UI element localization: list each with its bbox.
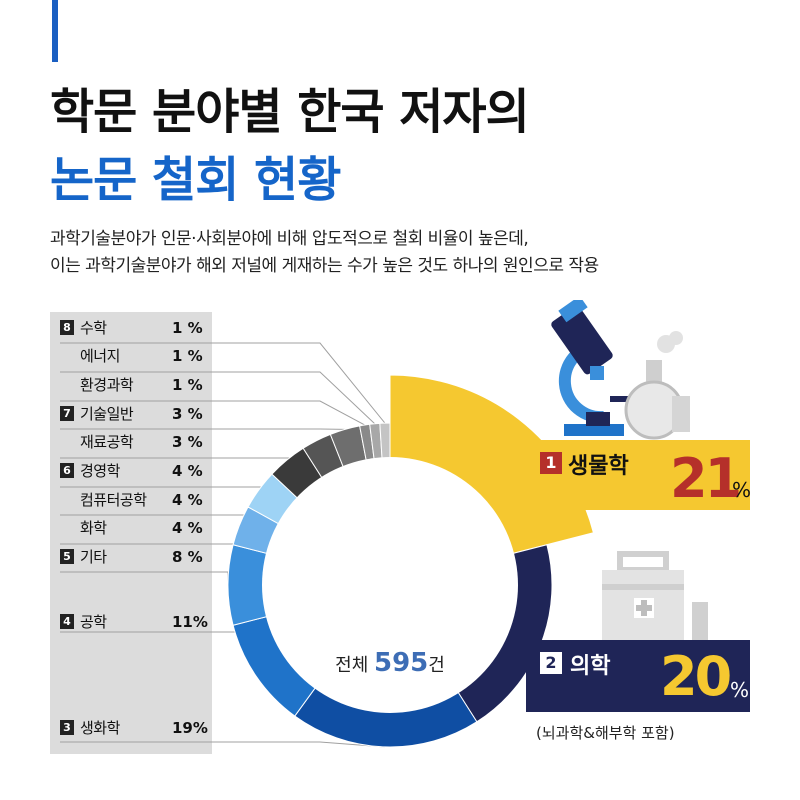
leader-line — [60, 400, 365, 426]
legend-percent: 1 % — [172, 319, 203, 337]
accent-bar — [52, 0, 58, 62]
leader-line — [60, 525, 240, 545]
legend-item: 재료공학 3 % — [60, 429, 210, 455]
rank-badge: 6 — [60, 463, 74, 478]
legend-label: 기타 — [80, 548, 107, 566]
leader-line — [60, 440, 317, 459]
legend-item: 화학 4 % — [60, 515, 210, 541]
legend-item: 에너지 1 % — [60, 343, 210, 369]
leader-line — [60, 371, 376, 425]
legend-item: 환경과학 1 % — [60, 372, 210, 398]
total-prefix: 전체 — [335, 655, 374, 676]
legend-percent: 4 % — [172, 462, 203, 480]
legend-label: 화학 — [80, 519, 107, 537]
legend-item: 컴퓨터공학 4 % — [60, 487, 210, 513]
legend-label: 기술일반 — [80, 405, 134, 423]
legend-label: 수학 — [80, 319, 107, 337]
legend-item: 4 공학 11% — [60, 609, 210, 635]
callout-label: 생물학 — [568, 454, 629, 479]
legend-label: 에너지 — [80, 347, 120, 365]
microscope-icon — [551, 300, 646, 436]
legend-label: 환경과학 — [80, 376, 134, 394]
rank-badge: 7 — [60, 406, 74, 421]
leader-line — [60, 342, 386, 424]
callout-unit: % — [732, 478, 752, 502]
legend-percent: 3 % — [172, 405, 203, 423]
legend-label: 생화학 — [80, 719, 120, 737]
callout-unit: % — [730, 678, 750, 702]
first-aid-kit-icon — [602, 551, 708, 640]
legend-item: 3 생화학 19% — [60, 715, 210, 741]
callout-percent: 21 — [670, 447, 742, 510]
rank-badge: 8 — [60, 320, 74, 335]
leader-line — [60, 631, 257, 677]
leader-line — [60, 741, 385, 748]
legend-percent: 4 % — [172, 491, 203, 509]
donut-hole — [262, 457, 518, 713]
legend-percent: 1 % — [172, 347, 203, 365]
legend-label: 공학 — [80, 613, 107, 631]
legend-item: 6 경영학 4 % — [60, 458, 210, 484]
legend-percent: 11% — [172, 613, 208, 631]
leader-line — [60, 489, 260, 516]
subtitle-line-1: 과학기술분야가 인문·사회분야에 비해 압도적으로 철회 비율이 높은데, — [50, 229, 529, 249]
total-label: 전체 595건 — [300, 648, 480, 678]
title-line-2: 논문 철회 현황 — [50, 152, 341, 208]
legend-item: 8 수학 1 % — [60, 315, 210, 341]
legend-label: 경영학 — [80, 462, 120, 480]
rank-badge: 2 — [540, 652, 562, 674]
callout-medicine: 2 의학 20 % — [526, 640, 750, 712]
rank-badge: 3 — [60, 720, 74, 735]
callout-percent: 20 — [660, 645, 732, 708]
total-value: 595 — [374, 648, 429, 678]
total-suffix: 건 — [428, 655, 445, 676]
leader-line — [60, 460, 288, 488]
subtitle-line-2: 이는 과학기술분야가 해외 저널에 게재하는 수가 높은 것도 하나의 원인으로… — [50, 256, 599, 276]
legend-percent: 1 % — [172, 376, 203, 394]
legend-item: 7 기술일반 3 % — [60, 401, 210, 427]
subtitle: 과학기술분야가 인문·사회분야에 비해 압도적으로 철회 비율이 높은데, 이는… — [50, 226, 599, 280]
rank-badge: 1 — [540, 452, 562, 474]
callout-label: 의학 — [570, 654, 611, 679]
legend-percent: 19% — [172, 719, 208, 737]
legend-panel — [50, 312, 212, 754]
legend-label: 재료공학 — [80, 433, 134, 451]
legend-percent: 4 % — [172, 519, 203, 537]
legend-label: 컴퓨터공학 — [80, 491, 147, 509]
callout-biology: 1 생물학 21 % — [520, 440, 752, 510]
legend-percent: 8 % — [172, 548, 203, 566]
rank-badge: 4 — [60, 614, 74, 629]
legend-item: 5 기타 8 % — [60, 544, 210, 570]
callout-note: (뇌과학&해부학 포함) — [536, 724, 675, 742]
rank-badge: 5 — [60, 549, 74, 564]
flask-icon — [624, 331, 690, 440]
legend-percent: 3 % — [172, 433, 203, 451]
title-line-1: 학문 분야별 한국 저자의 — [50, 84, 530, 140]
leader-line — [60, 571, 229, 585]
